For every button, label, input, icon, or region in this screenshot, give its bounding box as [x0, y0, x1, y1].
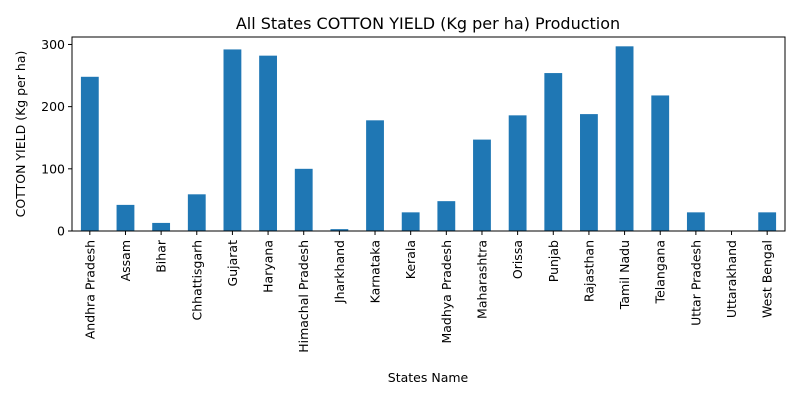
- bar: [615, 46, 634, 232]
- bar: [473, 139, 491, 231]
- x-tick-label: Karnataka: [368, 240, 383, 303]
- x-tick-label: Orissa: [510, 240, 525, 279]
- bars-group: [80, 46, 777, 232]
- bar: [330, 229, 349, 231]
- x-tick-label: Andhra Pradesh: [82, 240, 97, 339]
- y-tick-label: 0: [57, 224, 65, 239]
- plot-frame: [71, 36, 786, 232]
- y-tick-label: 300: [41, 37, 65, 52]
- bar: [223, 49, 242, 231]
- x-tick-label: Bihar: [154, 239, 169, 273]
- bar: [152, 222, 171, 231]
- y-tick-label: 100: [41, 161, 65, 176]
- bar: [544, 73, 563, 231]
- x-tick-label: Maharashtra: [474, 240, 489, 319]
- bar: [401, 212, 420, 231]
- x-tick-label: Madhya Pradesh: [439, 240, 454, 344]
- x-tick-label: Uttar Pradesh: [688, 240, 703, 326]
- chart-title: All States COTTON YIELD (Kg per ha) Prod…: [236, 14, 620, 33]
- bar: [187, 194, 206, 231]
- bar: [686, 212, 705, 231]
- x-tick-label: Chhattisgarh: [189, 240, 204, 320]
- x-tick-label: Tamil Nadu: [617, 240, 632, 310]
- bar: [508, 115, 527, 231]
- bar: [259, 55, 277, 232]
- bar: [116, 204, 135, 231]
- bar: [437, 201, 456, 231]
- x-tick-label: Haryana: [261, 240, 276, 293]
- bar: [294, 168, 313, 231]
- x-tick-label: Himachal Pradesh: [296, 240, 311, 353]
- y-tick-label: 200: [41, 99, 65, 114]
- x-tick-label: Assam: [118, 240, 133, 281]
- bar: [80, 76, 99, 232]
- x-tick-label: Rajasthan: [581, 240, 596, 302]
- x-tick-label: Telangana: [653, 240, 668, 304]
- x-tick-label: Uttarakhand: [724, 240, 739, 318]
- bar: [580, 114, 598, 231]
- x-tick-label: Jharkhand: [332, 240, 347, 304]
- x-tick-label: Kerala: [403, 240, 418, 279]
- bar: [651, 95, 670, 231]
- bar: [366, 120, 384, 231]
- x-tick-label: West Bengal: [760, 240, 775, 318]
- x-axis-label: States Name: [388, 370, 469, 385]
- x-axis: Andhra Pradesh Assam Bihar Chhattisgarh Guja…: [82, 231, 775, 353]
- y-axis-label: COTTON YIELD (Kg per ha): [13, 51, 28, 218]
- x-tick-label: Gujarat: [225, 240, 240, 287]
- x-tick-label: Punjab: [546, 240, 561, 282]
- bar: [758, 212, 777, 231]
- y-axis: 0 100 200 300: [41, 37, 72, 239]
